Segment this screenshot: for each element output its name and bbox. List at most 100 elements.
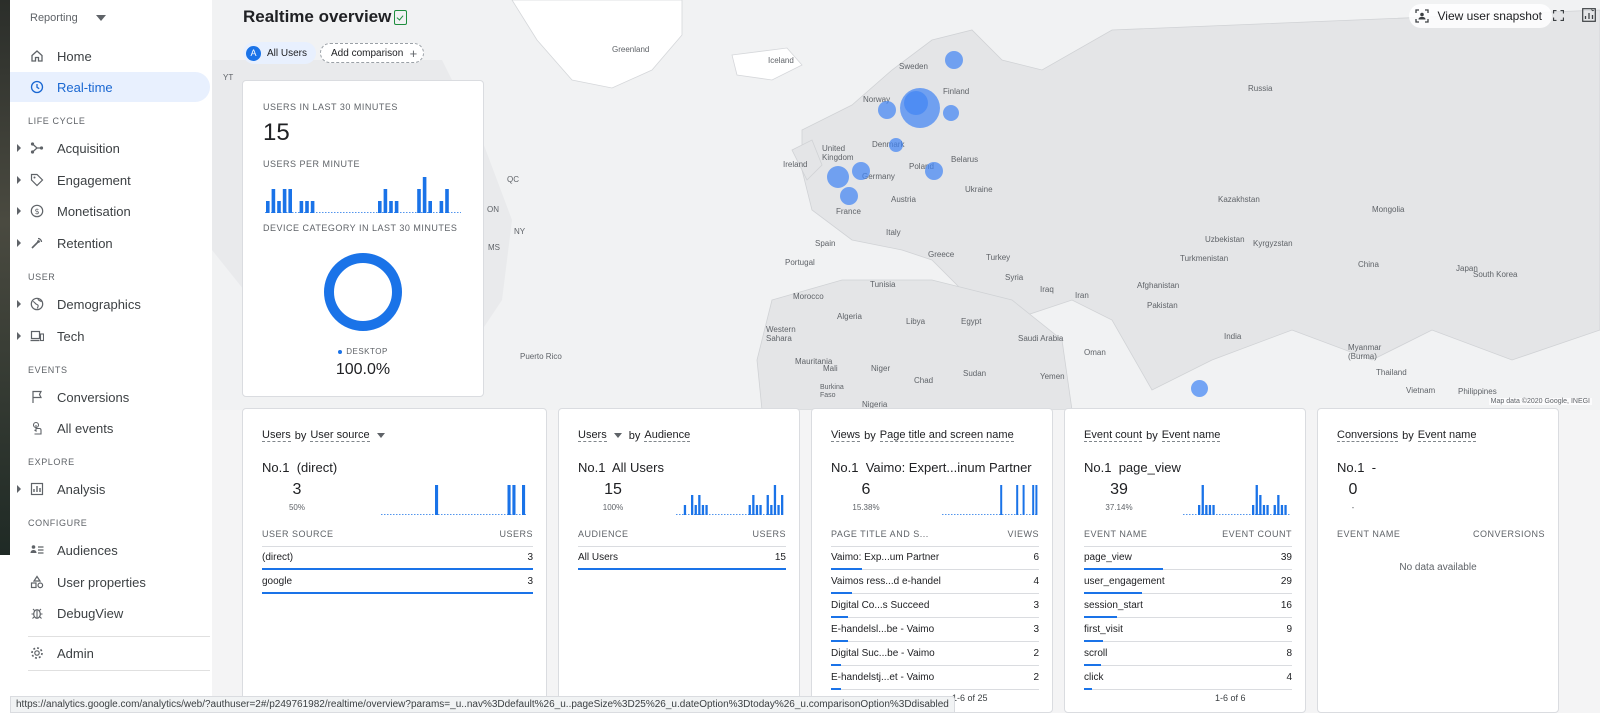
expand-arrow-icon [17, 207, 21, 215]
chart-bar [1032, 485, 1035, 515]
row-divider [1084, 689, 1292, 690]
view-user-snapshot-button[interactable]: View user snapshot [1409, 4, 1552, 28]
property-selector[interactable]: Reporting [10, 0, 216, 36]
sidebar-item-monetisation[interactable]: $ Monetisation [10, 196, 210, 226]
sidebar-item-retention[interactable]: Retention [10, 228, 210, 258]
row-value: 15 [774, 552, 786, 563]
sidebar-item-demographics[interactable]: Demographics [10, 289, 210, 319]
table-row[interactable]: google 3 [262, 571, 533, 595]
sidebar-item-engagement[interactable]: Engagement [10, 165, 210, 195]
user-location-bubble[interactable] [943, 105, 959, 121]
analysis-icon [29, 481, 45, 497]
table-row[interactable]: user_engagement 29 [1084, 571, 1292, 595]
column-header-right: CONVERSIONS [1472, 529, 1545, 539]
add-comparison-button[interactable]: Add comparison + [320, 43, 425, 63]
card-title-metric[interactable]: Users [578, 429, 607, 442]
table-row[interactable]: Digital Co...s Succeed 3 [831, 595, 1039, 619]
row-label: user_engagement [1084, 576, 1165, 587]
dropdown-icon[interactable] [613, 433, 622, 438]
comparison-chip[interactable]: A All Users [243, 42, 317, 64]
card-title-metric: Conversions [1337, 429, 1399, 442]
table-row[interactable]: Vaimo: Exp...um Partner 6 [831, 547, 1039, 571]
column-header-left: EVENT NAME [1084, 529, 1148, 539]
user-location-bubble[interactable] [827, 166, 849, 188]
fullscreen-icon[interactable] [1553, 10, 1564, 21]
map-label: Sudan [963, 369, 987, 378]
row-divider [1084, 617, 1292, 618]
user-location-bubble[interactable] [1191, 380, 1208, 397]
sidebar-item-user-properties[interactable]: User properties [10, 567, 210, 597]
chart-bar [698, 495, 701, 515]
chart-bar [310, 201, 315, 213]
row-value-bar [1084, 568, 1164, 570]
table-row[interactable]: E-handelsl...be - Vaimo 3 [831, 619, 1039, 643]
table-row[interactable]: Digital Suc...be - Vaimo 2 [831, 643, 1039, 667]
user-location-bubble[interactable] [925, 162, 943, 180]
row-value: 3 [527, 576, 533, 587]
views-pager[interactable]: 1-6 of 25 [952, 693, 988, 703]
table-row[interactable]: (direct) 3 [262, 547, 533, 571]
row-value-bar [831, 592, 852, 594]
table-row[interactable]: click 4 [1084, 667, 1292, 691]
table-row[interactable]: first_visit 9 [1084, 619, 1292, 643]
card-title[interactable]: Users by User source [262, 429, 388, 442]
sidebar-item-analysis[interactable]: Analysis [10, 474, 210, 504]
row-value: 16 [1280, 600, 1292, 611]
map-label: Sweden [899, 62, 928, 71]
sidebar-item-home[interactable]: Home [10, 41, 210, 71]
row-value-bar [1084, 640, 1103, 642]
sidebar-item-label: DebugView [57, 605, 124, 621]
events-pager[interactable]: 1-6 of 6 [1215, 693, 1246, 703]
table-row[interactable]: E-handelstj...et - Vaimo 2 [831, 667, 1039, 691]
user-location-bubble[interactable] [852, 162, 870, 180]
chart-bar [770, 505, 773, 515]
tag-icon [29, 172, 45, 188]
table-row[interactable]: scroll 8 [1084, 643, 1292, 667]
sidebar-item-conversions[interactable]: Conversions [10, 382, 210, 412]
card-title-dimension[interactable]: User source [310, 429, 370, 442]
row-label: Vaimo: Exp...um Partner [831, 552, 940, 563]
sidebar-item-label: Engagement [57, 172, 131, 188]
row-value: 3 [1033, 624, 1039, 635]
card-title[interactable]: Views by Page title and screen name [831, 429, 1014, 442]
chart-bar [1262, 505, 1266, 515]
sparkline-chart [676, 485, 784, 515]
table-row[interactable]: page_view 39 [1084, 547, 1292, 571]
sidebar-item-all-events[interactable]: All events [10, 413, 210, 443]
chart-bar [1201, 485, 1204, 515]
map-label: China [1358, 260, 1379, 269]
row-divider [831, 617, 1039, 618]
sidebar-item-realtime[interactable]: Real-time [10, 72, 210, 102]
table-row[interactable]: All Users 15 [578, 547, 786, 571]
user-location-bubble[interactable] [904, 91, 928, 115]
card-title[interactable]: Conversions by Event name [1337, 429, 1477, 442]
section-header-configure: CONFIGURE [28, 518, 88, 528]
card-title[interactable]: Event count by Event name [1084, 429, 1221, 442]
sidebar-item-acquisition[interactable]: Acquisition [10, 133, 210, 163]
chart-bar [1284, 505, 1287, 515]
dropdown-icon[interactable] [376, 433, 385, 438]
user-location-bubble[interactable] [878, 101, 896, 119]
user-location-bubble[interactable] [840, 187, 858, 205]
chart-bar [507, 485, 511, 515]
chart-bar [1252, 505, 1255, 515]
map-label: Afghanistan [1137, 281, 1180, 290]
sidebar-item-debugview[interactable]: DebugView [10, 598, 210, 628]
card-title-dimension: Event name [1161, 429, 1221, 442]
card-title[interactable]: Users by Audience [578, 429, 691, 442]
sidebar-item-tech[interactable]: Tech [10, 321, 210, 351]
sidebar-item-admin[interactable]: Admin [10, 638, 210, 668]
chart-bar [1198, 505, 1201, 515]
user-location-bubble[interactable] [945, 51, 963, 69]
map-label: Western Sahara [766, 325, 796, 343]
top-item-percent: 100% [602, 503, 624, 512]
map-label: India [1224, 332, 1242, 341]
table-row[interactable]: session_start 16 [1084, 595, 1292, 619]
insights-icon[interactable] [1582, 8, 1596, 22]
user-location-bubble[interactable] [889, 138, 903, 152]
table-row[interactable]: Vaimos ress...d e-handel 4 [831, 571, 1039, 595]
sidebar-item-audiences[interactable]: Audiences [10, 535, 210, 565]
row-label: scroll [1084, 648, 1108, 659]
expand-arrow-icon [17, 176, 21, 184]
sidebar-item-label: Real-time [57, 79, 113, 95]
